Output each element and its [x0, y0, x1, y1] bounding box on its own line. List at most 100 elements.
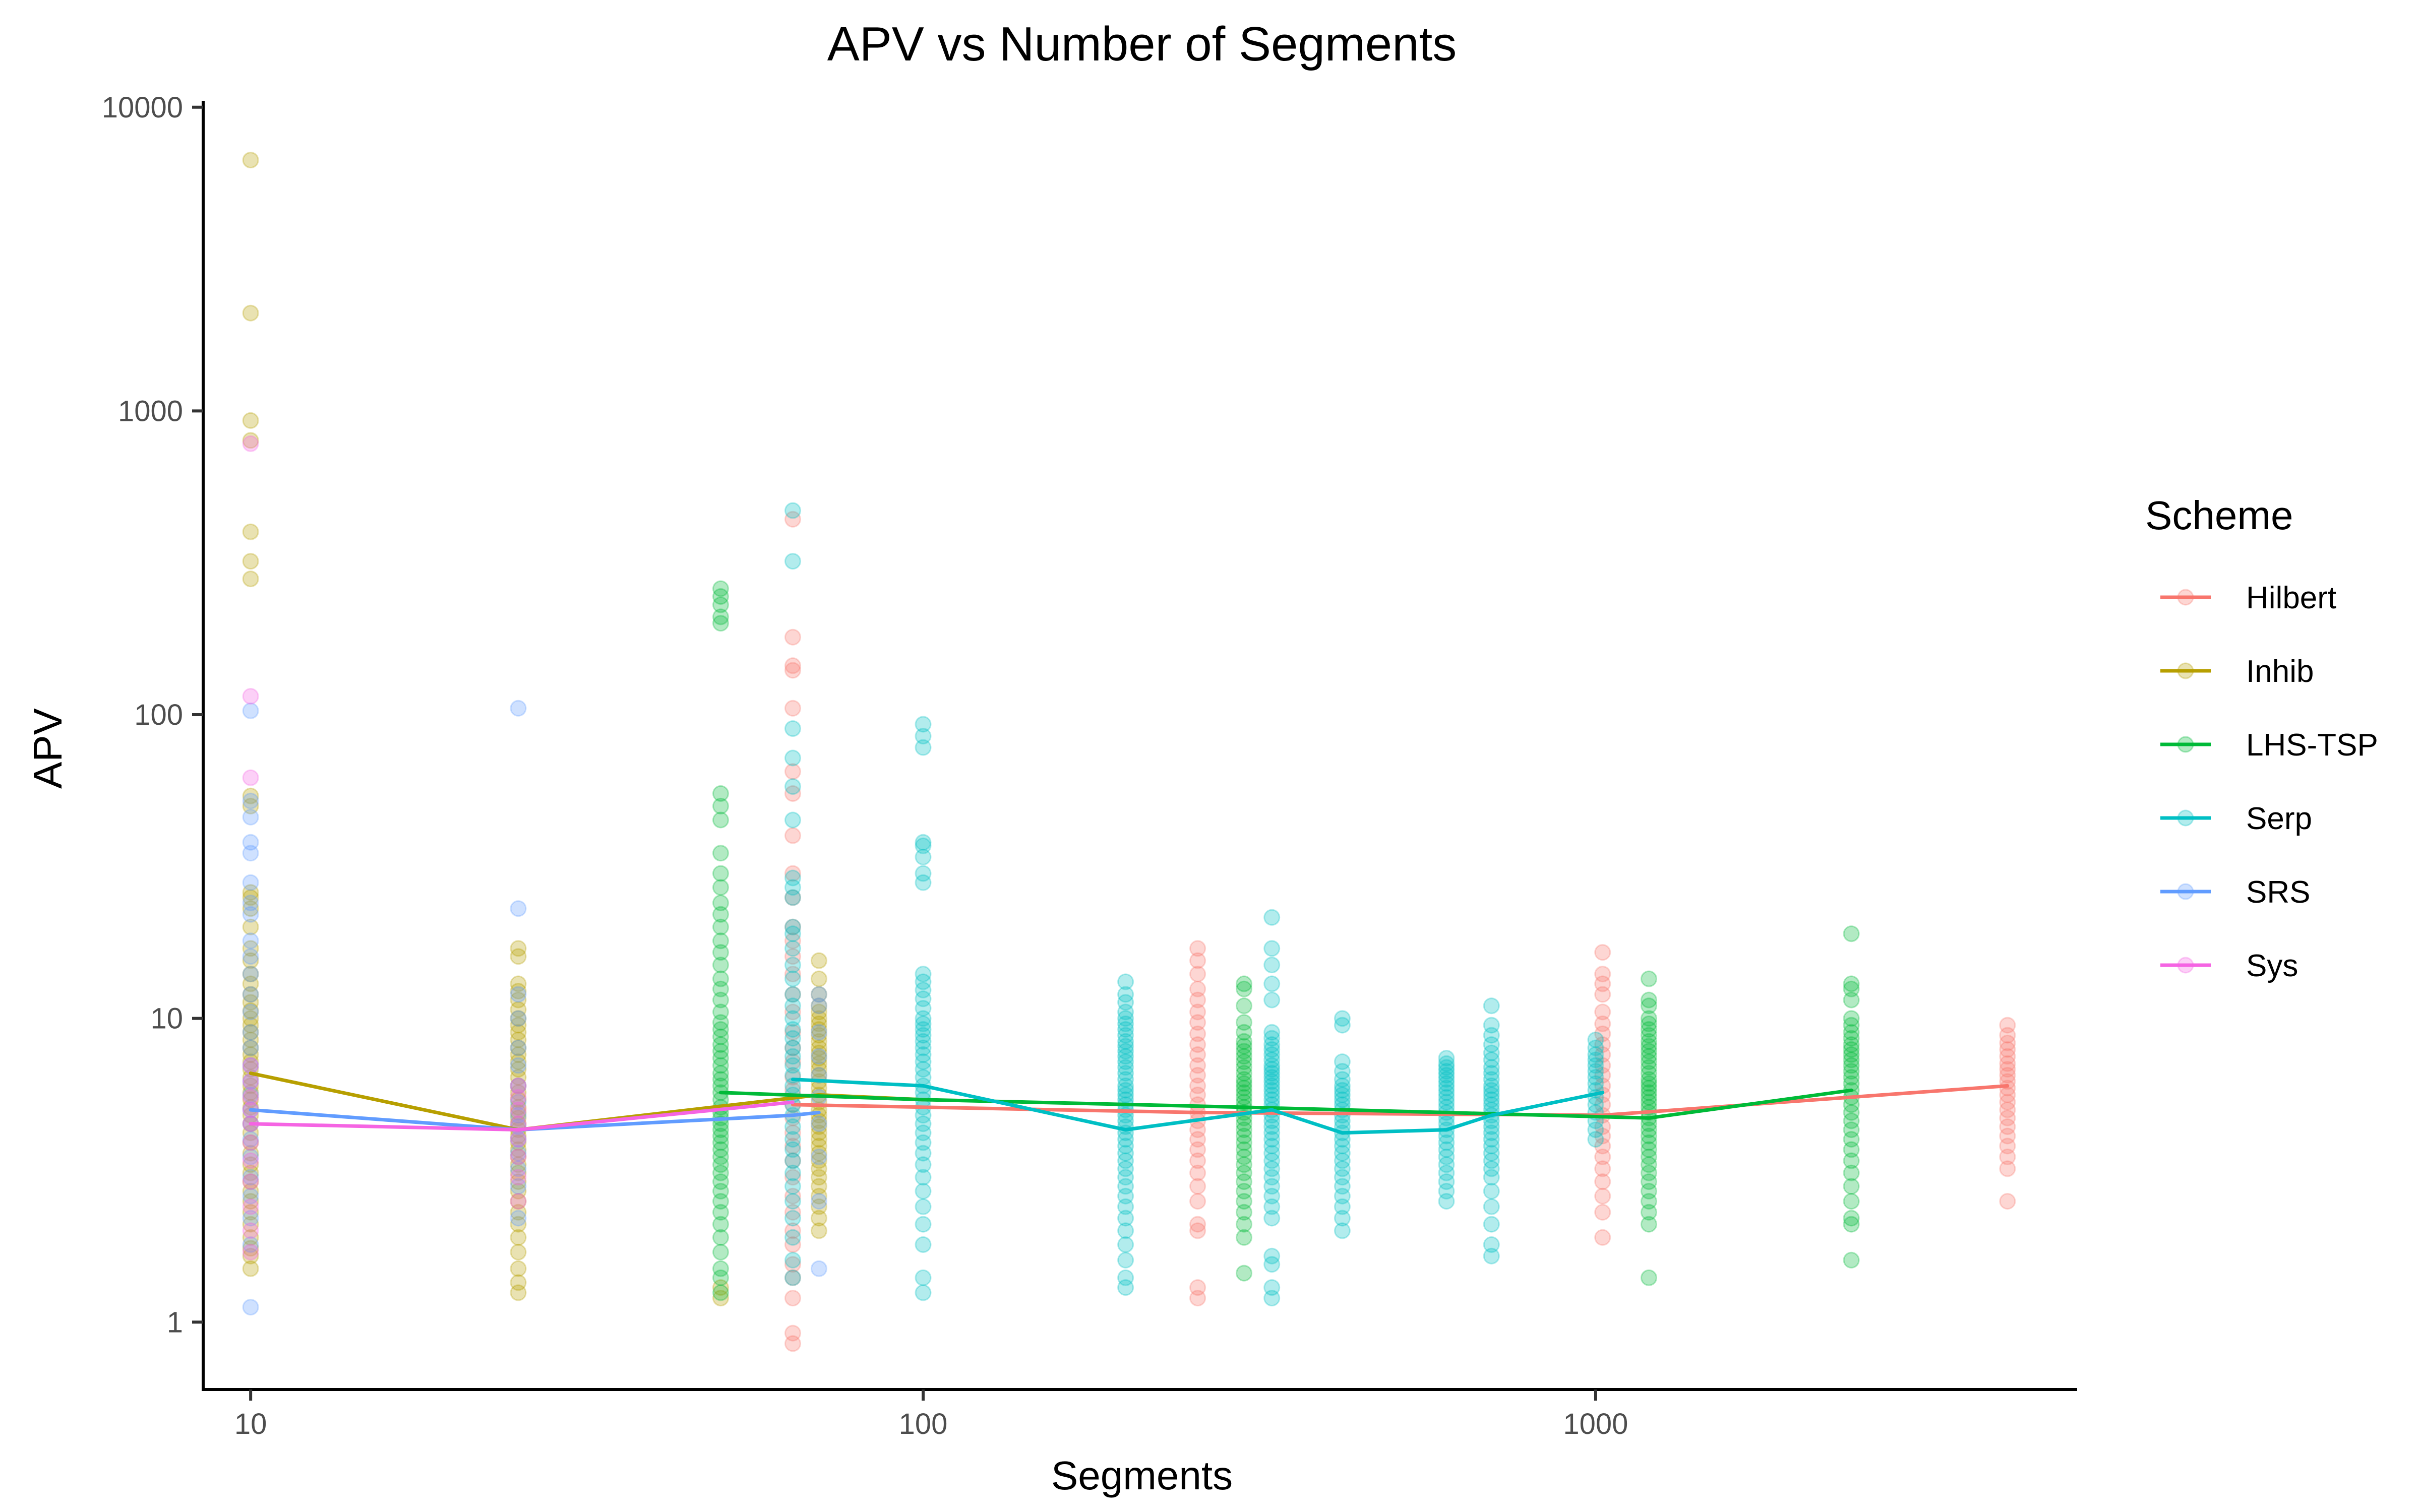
data-point: [1236, 1014, 1252, 1031]
data-point: [1263, 1036, 1281, 1053]
data-point: [510, 1173, 527, 1190]
data-point: [1236, 1033, 1252, 1050]
data-point: [810, 1050, 827, 1066]
data-point: [510, 1145, 527, 1162]
data-point: [510, 1229, 527, 1246]
data-point: [784, 957, 801, 974]
data-point: [1999, 1034, 2016, 1051]
data-point: [1843, 1036, 1860, 1053]
data-point: [1263, 1024, 1281, 1041]
data-point: [1641, 1033, 1657, 1050]
data-point: [712, 1043, 729, 1060]
data-point: [712, 1216, 729, 1233]
data-point: [510, 1010, 527, 1027]
data-point: [242, 1010, 259, 1027]
data-point: [810, 1148, 827, 1165]
x-tick-label: 100: [899, 1408, 948, 1440]
data-point: [784, 1152, 801, 1169]
data-point: [510, 1039, 527, 1056]
data-point: [712, 1269, 729, 1286]
data-point: [1999, 1127, 2016, 1145]
data-point: [242, 1145, 259, 1162]
data-point: [1594, 1148, 1611, 1165]
data-point: [1438, 1193, 1455, 1210]
data-point: [1843, 1141, 1860, 1158]
data-point: [1189, 952, 1206, 969]
data-point: [810, 1048, 827, 1065]
data-point: [1117, 1033, 1134, 1050]
data-point: [1236, 1053, 1252, 1070]
data-point: [712, 1057, 729, 1074]
data-point: [784, 1138, 801, 1155]
data-point: [1189, 1178, 1206, 1195]
data-point: [1483, 1071, 1500, 1088]
data-point: [510, 991, 527, 1009]
data-point: [510, 1134, 527, 1151]
data-point: [1483, 1124, 1500, 1142]
data-point: [915, 865, 932, 882]
data-point: [1999, 1118, 2016, 1135]
data-point: [784, 1021, 801, 1038]
data-point: [242, 571, 259, 588]
data-point: [510, 1024, 527, 1041]
data-point: [1236, 1024, 1252, 1041]
data-point: [1843, 1210, 1860, 1227]
data-point: [242, 1240, 259, 1257]
data-point: [1263, 1046, 1281, 1063]
data-point: [1236, 1193, 1252, 1210]
data-point: [1334, 1160, 1351, 1177]
data-point: [1843, 991, 1860, 1009]
data-point: [712, 1021, 729, 1038]
data-point: [712, 596, 729, 613]
data-point: [242, 1024, 259, 1041]
data-point: [510, 1243, 527, 1261]
data-point: [810, 986, 827, 1003]
data-point: [810, 952, 827, 969]
data-point: [1843, 1193, 1860, 1210]
data-point: [1594, 1204, 1611, 1221]
data-point: [915, 1216, 932, 1233]
data-point: [712, 991, 729, 1009]
data-point: [1117, 1236, 1134, 1253]
data-point: [1483, 1152, 1500, 1169]
data-point: [712, 895, 729, 911]
data-point: [784, 918, 801, 935]
data-point: [712, 1260, 729, 1277]
data-point: [1843, 1030, 1860, 1047]
data-point: [242, 1204, 259, 1221]
data-point: [1117, 1198, 1134, 1215]
data-point: [1587, 1057, 1604, 1074]
data-point: [1594, 1066, 1611, 1084]
data-point: [1334, 1063, 1351, 1080]
data-point: [915, 1027, 932, 1044]
data-point: [1117, 1053, 1134, 1070]
data-point: [1236, 1071, 1252, 1088]
data-point: [1236, 1148, 1252, 1165]
data-point: [242, 435, 259, 452]
series-lhs-tsp-line: [719, 1088, 1853, 1120]
legend-item-lhs-tsp: LHS-TSP: [2160, 728, 2378, 763]
data-point: [1263, 1061, 1281, 1078]
data-point: [1263, 1069, 1281, 1086]
data-point: [1587, 1031, 1604, 1048]
data-point: [1189, 1216, 1206, 1233]
data-point: [1587, 1096, 1604, 1113]
data-point: [1843, 1024, 1860, 1041]
data-point: [242, 952, 259, 969]
legend-label: SRS: [2246, 875, 2310, 910]
data-point: [1263, 1152, 1281, 1169]
data-point: [1189, 966, 1206, 983]
data-point: [242, 432, 259, 449]
data-point: [915, 1124, 932, 1142]
data-point: [242, 1247, 259, 1265]
legend-point-key: [2177, 809, 2194, 827]
data-point: [1236, 997, 1252, 1015]
data-point: [1189, 991, 1206, 1009]
data-point: [242, 787, 259, 804]
data-point: [1117, 994, 1134, 1011]
legend-point-key: [2177, 883, 2194, 900]
data-point: [242, 932, 259, 950]
data-point: [1117, 1251, 1134, 1269]
data-point: [1594, 1036, 1611, 1053]
data-point: [712, 1229, 729, 1246]
